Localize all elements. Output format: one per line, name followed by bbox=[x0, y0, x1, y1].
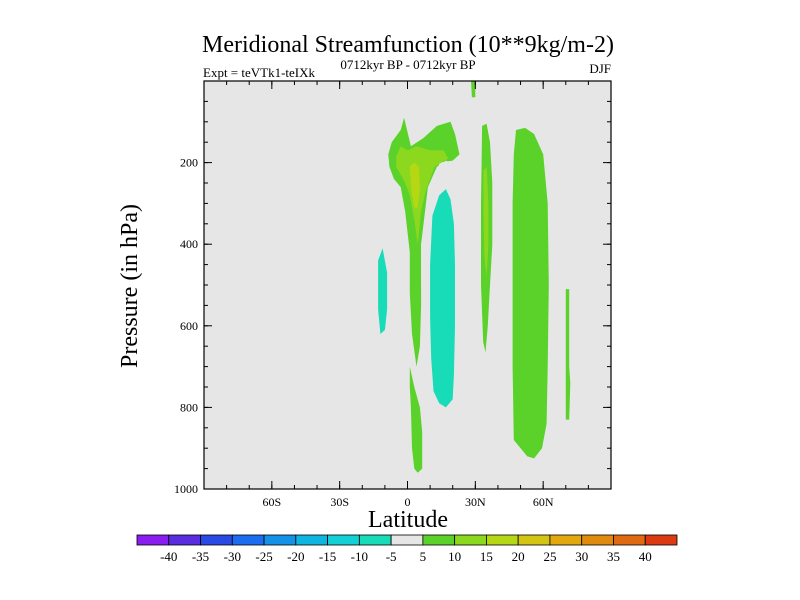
colorbar-label: 10 bbox=[448, 549, 461, 564]
colorbar-box bbox=[358, 534, 392, 546]
x-axis-label: Latitude bbox=[368, 507, 448, 533]
y-tick-label: 400 bbox=[180, 237, 198, 251]
colorbar-box bbox=[644, 534, 678, 546]
region-eq-tower-peak bbox=[409, 162, 420, 208]
y-axis-label: Pressure (in hPa) bbox=[117, 204, 143, 368]
colorbar-box bbox=[168, 534, 201, 546]
x-tick-label: 30N bbox=[465, 495, 486, 509]
region-nh-ferrel bbox=[512, 127, 549, 459]
region-nh-polar bbox=[565, 289, 571, 420]
region-nh-hadley-core bbox=[430, 189, 455, 408]
colorbar-box bbox=[549, 534, 583, 546]
region-sh-thin-1 bbox=[257, 101, 262, 412]
colorbar-label: 30 bbox=[575, 549, 588, 564]
season-label: DJF bbox=[589, 61, 611, 76]
colorbar-label: -20 bbox=[287, 549, 304, 564]
colorbar-label: -10 bbox=[351, 549, 368, 564]
y-tick-label: 1000 bbox=[174, 482, 198, 496]
region-sh-cell bbox=[369, 156, 409, 432]
region-sh-thin-2 bbox=[261, 81, 269, 457]
colorbar-box bbox=[486, 534, 519, 546]
x-tick-label: 60S bbox=[262, 495, 281, 509]
colorbar-box bbox=[136, 534, 170, 546]
colorbar-label: -5 bbox=[386, 549, 397, 564]
colorbar-label: -35 bbox=[192, 549, 209, 564]
region-eq-top-sliver bbox=[471, 81, 476, 98]
colorbar-label: 5 bbox=[420, 549, 427, 564]
y-tick-label: 600 bbox=[180, 319, 198, 333]
colorbar-box bbox=[231, 534, 265, 546]
colorbar-box bbox=[390, 534, 424, 546]
colorbar-box bbox=[581, 534, 614, 546]
y-tick-label: 800 bbox=[180, 400, 198, 414]
colorbar-box bbox=[613, 534, 646, 546]
region-sh-cell-core bbox=[378, 248, 388, 334]
colorbar-label: 25 bbox=[543, 549, 556, 564]
colorbar-label: 20 bbox=[512, 549, 525, 564]
y-axis-ticks: 200 400 600 800 1000 bbox=[174, 100, 611, 496]
colorbar-box bbox=[422, 534, 456, 546]
colorbar: -40 -35 -30 -25 -20 -15 -10 -5 5 10 15 20 25 30 35 40 bbox=[136, 534, 678, 564]
region-nh-strip-top bbox=[488, 81, 493, 122]
region-nh-column-core bbox=[483, 166, 489, 277]
colorbar-box bbox=[454, 534, 487, 546]
colorbar-box bbox=[295, 534, 328, 546]
colorbar-label: -15 bbox=[319, 549, 336, 564]
colorbar-box bbox=[327, 534, 360, 546]
colorbar-label: -40 bbox=[160, 549, 177, 564]
colorbar-box bbox=[200, 534, 233, 546]
contour-regions bbox=[257, 81, 571, 473]
x-axis-ticks: 60S 30S 0 30N 60N bbox=[226, 81, 589, 509]
region-eq-tower-core bbox=[396, 146, 449, 245]
x-tick-label: 0 bbox=[405, 495, 411, 509]
x-tick-label: 30S bbox=[330, 495, 349, 509]
colorbar-label: -30 bbox=[224, 549, 241, 564]
x-tick-label: 60N bbox=[533, 495, 554, 509]
period-label: 0712kyr BP - 0712kyr BP bbox=[340, 57, 475, 72]
experiment-label: Expt = teVTk1-teIXk bbox=[203, 65, 316, 80]
colorbar-box bbox=[263, 534, 297, 546]
region-eq-low bbox=[409, 366, 423, 473]
colorbar-label: 15 bbox=[480, 549, 493, 564]
colorbar-label: 40 bbox=[639, 549, 652, 564]
y-tick-label: 200 bbox=[180, 156, 198, 170]
colorbar-box bbox=[517, 534, 551, 546]
colorbar-label: -25 bbox=[255, 549, 272, 564]
colorbar-label: 35 bbox=[607, 549, 620, 564]
chart-title: Meridional Streamfunction (10**9kg/m-2) bbox=[202, 32, 614, 58]
